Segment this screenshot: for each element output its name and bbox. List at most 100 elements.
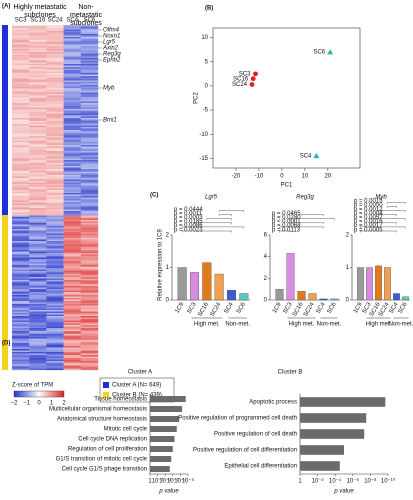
heatmap-cell — [80, 38, 99, 41]
sig-bracket — [279, 230, 291, 233]
heatmap-cell — [63, 245, 81, 248]
sig-label: p = 0.0011 — [174, 211, 203, 217]
heatmap-cell — [29, 55, 47, 57]
x-tick-label: 10⁻² — [312, 479, 324, 485]
heatmap-cell — [29, 196, 47, 198]
heatmap-cell — [29, 215, 47, 218]
bar — [393, 293, 400, 301]
heatmap-cell — [80, 88, 99, 90]
heatmap-cell — [29, 100, 47, 102]
y-tick-label: 1 — [166, 265, 170, 271]
heatmap-cell — [12, 299, 30, 302]
heatmap-cell — [12, 263, 30, 266]
point-label: SC24 — [232, 82, 248, 88]
heatmap-cell — [12, 236, 30, 239]
heatmap-cell — [63, 254, 81, 257]
heatmap-cell — [63, 268, 81, 270]
bar — [300, 397, 386, 407]
heatmap-cell — [12, 61, 30, 63]
heatmap-cell — [12, 38, 30, 41]
heatmap-cell — [29, 107, 47, 110]
heatmap-cell — [12, 323, 30, 326]
heatmap-cell — [80, 106, 99, 108]
heatmap-cell — [80, 331, 99, 333]
heatmap-cell — [12, 158, 30, 161]
heatmap-cell — [12, 119, 30, 122]
group-label: Non-metastatic subclones — [70, 4, 102, 27]
y-tick-label: 6 — [264, 233, 268, 239]
heatmap-cell — [80, 145, 99, 147]
heatmap-cell — [12, 221, 30, 224]
sig-label: p = 0.0444 — [174, 207, 203, 213]
heatmap-cell — [46, 317, 64, 320]
heatmap-cell — [29, 191, 47, 194]
bar — [308, 293, 317, 301]
heatmap-cell — [46, 332, 64, 335]
heatmap-cell — [80, 257, 99, 260]
category-label: Positive regulation of programmed cell d… — [178, 416, 297, 422]
heatmap-cell — [63, 163, 81, 165]
heatmap-cell — [80, 212, 99, 215]
heatmap-cell — [80, 205, 99, 207]
heatmap-cell — [12, 49, 30, 51]
heatmap-cell — [80, 97, 99, 99]
x-tick-label: 10⁻⁶ — [347, 478, 360, 485]
y-tick-label: 0 — [264, 298, 268, 304]
heatmap-cell — [80, 325, 99, 327]
heatmap-cell — [29, 109, 47, 111]
heatmap-cell — [29, 329, 47, 332]
heatmap-cell — [63, 77, 81, 80]
heatmap-cell — [80, 241, 99, 243]
x-tick-label: 10⁻³ — [167, 479, 179, 485]
category-label: Apoptotic process — [249, 400, 297, 406]
heatmap-cell — [46, 284, 64, 287]
heatmap-cell — [80, 130, 99, 132]
heatmap-cell — [12, 40, 30, 42]
heatmap-cell — [63, 134, 81, 137]
heatmap-cell — [46, 206, 64, 209]
heatmap-cell — [12, 154, 30, 156]
heatmap-cell — [46, 170, 64, 173]
heatmap-cell — [29, 274, 47, 276]
heatmap-cell — [63, 364, 81, 366]
plot-frame — [212, 27, 361, 169]
gene-label: Myb — [103, 86, 115, 92]
sig-bracket — [181, 226, 245, 229]
heatmap-cell — [80, 28, 99, 30]
heatmap-cell — [63, 280, 81, 282]
heatmap-cell — [46, 283, 64, 285]
heatmap-cell — [63, 310, 81, 312]
heatmap-cell — [80, 251, 99, 254]
heatmap-cell — [29, 169, 47, 171]
heatmap-cell — [12, 113, 30, 116]
heatmap-cell — [12, 220, 30, 222]
heatmap-cell — [63, 167, 81, 170]
heatmap-cell — [29, 164, 47, 167]
heatmap-cell — [12, 293, 30, 296]
heatmap-cell — [80, 118, 99, 120]
heatmap-cell — [46, 319, 64, 321]
heatmap-cell — [80, 334, 99, 336]
heatmap-cell — [80, 263, 99, 266]
heatmap-cell — [63, 203, 81, 206]
heatmap-cell — [63, 179, 81, 182]
heatmap-cell — [46, 130, 64, 132]
heatmap-cell — [63, 149, 81, 152]
x-tick-label: SC6 — [327, 301, 338, 315]
heatmap-cell — [80, 148, 99, 150]
chart-title: Cluster A — [128, 370, 152, 376]
heatmap-cell — [80, 164, 99, 167]
heatmap-cell — [80, 61, 99, 63]
point — [253, 71, 258, 77]
heatmap-cell — [63, 208, 81, 210]
heatmap-cell — [29, 143, 47, 146]
heatmap-cell — [12, 161, 30, 164]
heatmap-cell — [12, 109, 30, 111]
heatmap-cell — [29, 59, 47, 62]
heatmap-cell — [63, 92, 81, 95]
heatmap-cell — [63, 199, 81, 201]
heatmap-cell — [46, 205, 64, 207]
heatmap-cell — [80, 242, 99, 245]
heatmap-cell — [80, 200, 99, 203]
heatmap-cell — [29, 239, 47, 242]
